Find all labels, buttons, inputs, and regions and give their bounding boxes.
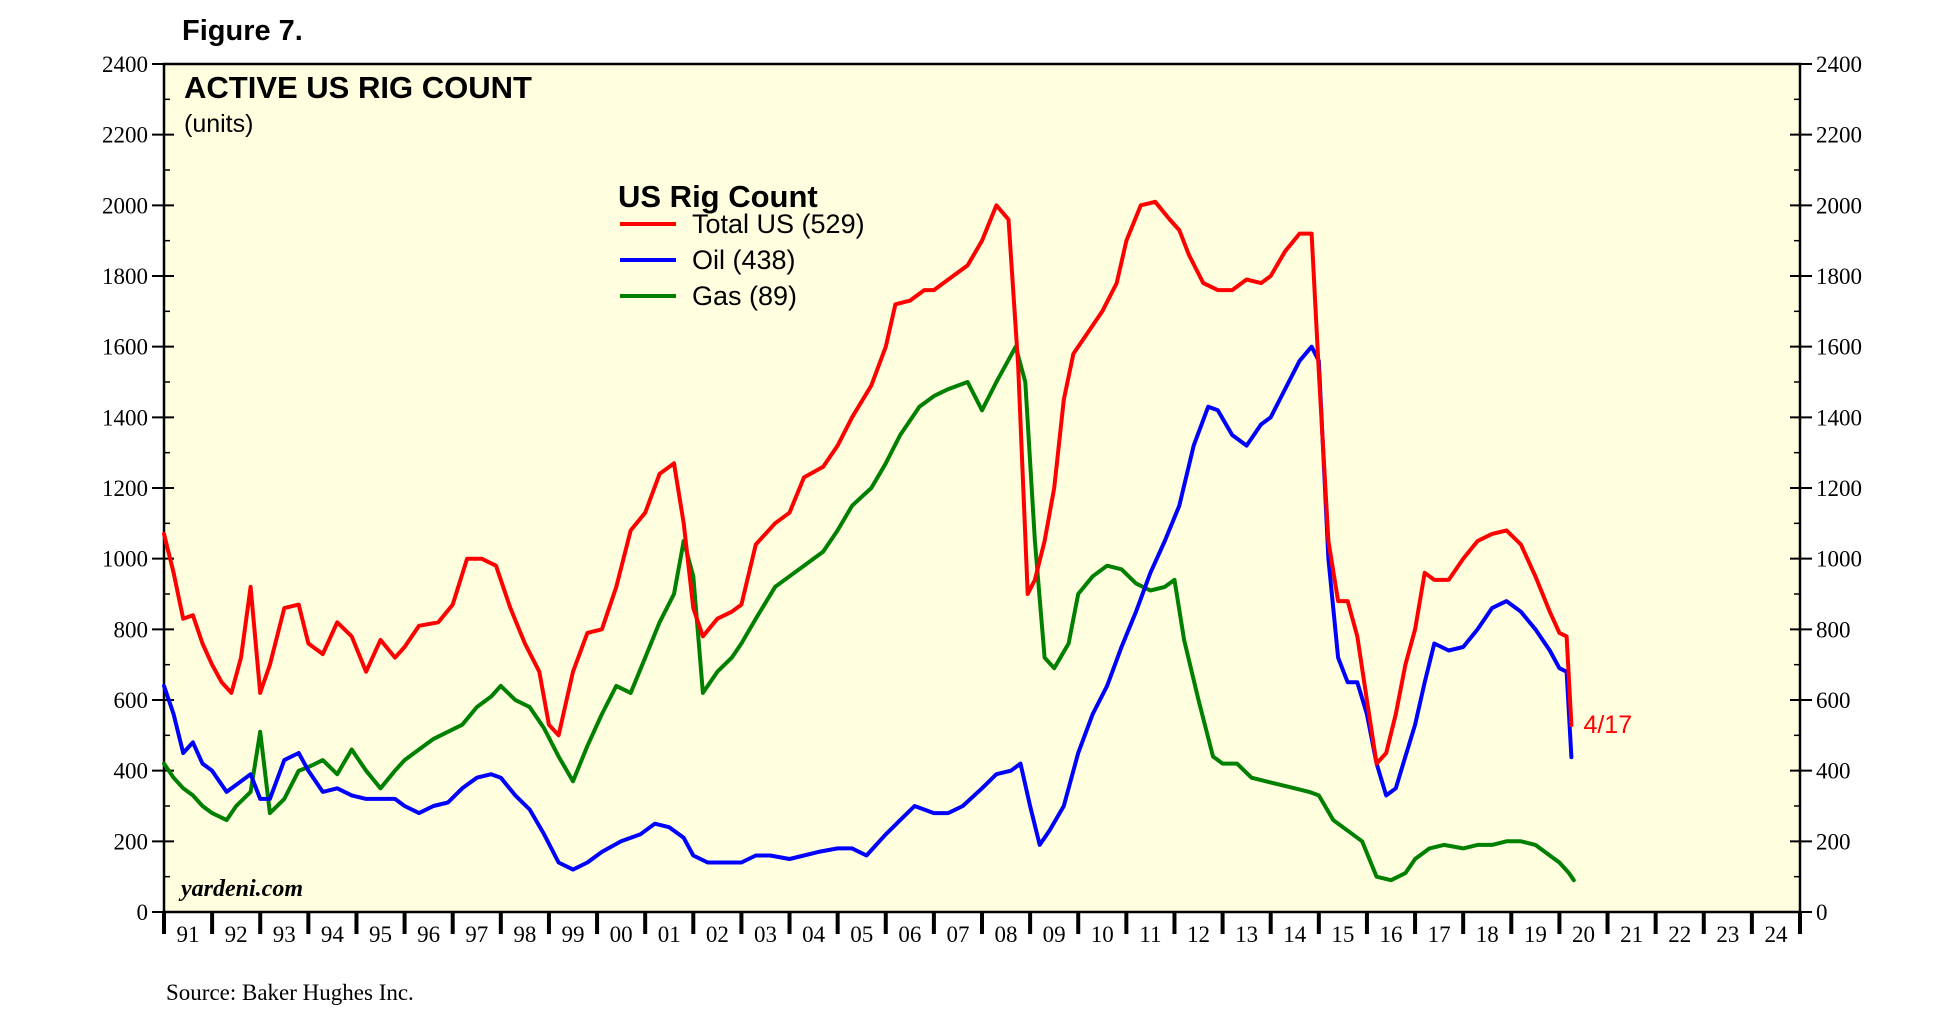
y-tick-label-left: 1200 — [102, 476, 148, 501]
x-tick-label: 98 — [513, 922, 536, 947]
x-tick-label: 24 — [1764, 922, 1788, 947]
plot-panel — [162, 62, 1802, 914]
y-tick-label-left: 1800 — [102, 264, 148, 289]
y-tick-label-left: 1600 — [102, 335, 148, 360]
x-tick-label: 93 — [273, 922, 296, 947]
y-axis-left: 0 200 400 600 800 1000 1200 1400 1600 1800 2000 220… — [102, 52, 174, 925]
x-tick-label: 08 — [995, 922, 1018, 947]
legend-title: US Rig Count — [618, 179, 818, 214]
y-tick-label-left: 1000 — [102, 547, 148, 572]
x-tick-label: 10 — [1091, 922, 1114, 947]
x-tick-label: 97 — [465, 922, 488, 947]
x-tick-label: 92 — [225, 922, 248, 947]
y-tick-label-right: 1200 — [1816, 476, 1862, 501]
y-axis-right: 0 200 400 600 800 1000 1200 1400 1600 1800 2000 220… — [1790, 52, 1862, 925]
legend-label-total: Total US (529) — [692, 209, 865, 239]
x-tick-label: 96 — [417, 922, 440, 947]
x-tick-label: 07 — [946, 922, 969, 947]
x-tick-label: 11 — [1139, 922, 1161, 947]
y-tick-label-right: 1400 — [1816, 405, 1862, 430]
series-layer — [162, 199, 1576, 883]
x-tick-label: 22 — [1668, 922, 1691, 947]
x-axis: 91 92 93 94 95 96 97 98 99 00 01 02 03 04 05 06 07 08 09 10… — [162, 912, 1802, 947]
x-tick-label: 13 — [1235, 922, 1258, 947]
series-line-total — [162, 199, 1574, 766]
x-tick-label: 17 — [1428, 922, 1451, 947]
x-tick-label: 00 — [610, 922, 633, 947]
x-tick-label: 14 — [1283, 922, 1307, 947]
x-tick-label: 94 — [321, 922, 345, 947]
y-tick-label-left: 600 — [114, 688, 149, 713]
x-tick-label: 01 — [658, 922, 681, 947]
y-tick-label-left: 400 — [114, 759, 149, 784]
x-tick-label: 99 — [562, 922, 585, 947]
legend-label-gas: Gas (89) — [692, 281, 797, 311]
legend: US Rig Count Total US (529) Oil (438) Gas … — [618, 179, 865, 311]
y-tick-label-right: 400 — [1816, 759, 1851, 784]
y-tick-label-left: 2200 — [102, 123, 148, 148]
x-tick-label: 16 — [1380, 922, 1403, 947]
x-tick-label: 23 — [1716, 922, 1739, 947]
end-annotation: 4/17 — [1583, 711, 1632, 739]
y-tick-label-left: 800 — [114, 617, 149, 642]
watermark: yardeni.com — [178, 876, 303, 902]
x-tick-label: 05 — [850, 922, 873, 947]
legend-label-oil: Oil (438) — [692, 245, 796, 275]
x-tick-label: 21 — [1620, 922, 1643, 947]
x-tick-label: 95 — [369, 922, 392, 947]
x-tick-label: 20 — [1572, 922, 1595, 947]
x-tick-label: 18 — [1476, 922, 1499, 947]
x-tick-label: 04 — [802, 922, 826, 947]
x-tick-label: 03 — [754, 922, 777, 947]
y-tick-label-right: 2200 — [1816, 123, 1862, 148]
y-tick-label-left: 2400 — [102, 52, 148, 77]
y-tick-label-right: 1800 — [1816, 264, 1862, 289]
y-tick-label-left: 200 — [114, 829, 149, 854]
y-tick-label-right: 200 — [1816, 829, 1851, 854]
x-tick-label: 91 — [177, 922, 200, 947]
y-tick-label-right: 800 — [1816, 617, 1851, 642]
y-tick-label-left: 1400 — [102, 405, 148, 430]
figure-label: Figure 7. — [182, 15, 303, 47]
y-tick-label-left: 2000 — [102, 193, 148, 218]
chart-subtitle: (units) — [184, 110, 253, 138]
source-note: Source: Baker Hughes Inc. — [166, 980, 414, 1005]
x-tick-label: 19 — [1524, 922, 1547, 947]
y-tick-label-right: 0 — [1816, 900, 1828, 925]
x-tick-label: 06 — [898, 922, 921, 947]
y-tick-label-right: 2400 — [1816, 52, 1862, 77]
y-tick-label-right: 1600 — [1816, 335, 1862, 360]
y-tick-label-right: 2000 — [1816, 193, 1862, 218]
x-tick-label: 02 — [706, 922, 729, 947]
x-tick-label: 12 — [1187, 922, 1210, 947]
x-tick-label: 15 — [1331, 922, 1354, 947]
y-tick-label-right: 600 — [1816, 688, 1851, 713]
x-tick-label: 09 — [1043, 922, 1066, 947]
y-tick-label-right: 1000 — [1816, 547, 1862, 572]
series-line-gas — [162, 344, 1576, 883]
y-tick-label-left: 0 — [137, 900, 149, 925]
chart-title: ACTIVE US RIG COUNT — [184, 70, 532, 105]
